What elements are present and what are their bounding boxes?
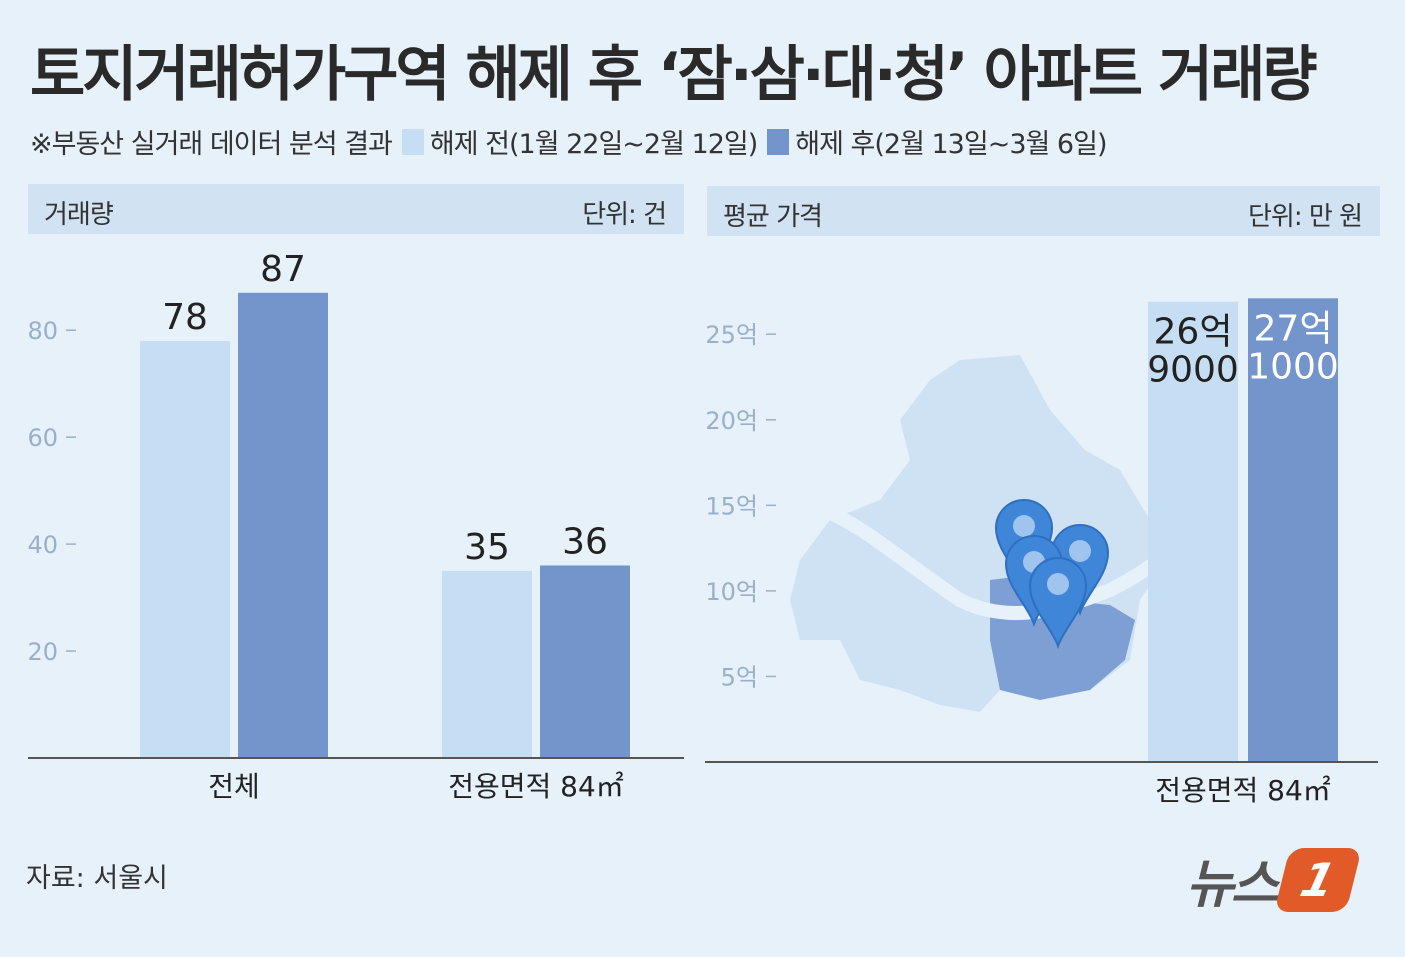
- logo-badge-text: 1: [1294, 852, 1341, 907]
- data-note: ※부동산 실거래 데이터 분석 결과: [30, 129, 393, 160]
- category-label: 전용면적 84㎡: [1155, 774, 1331, 807]
- page-title: 토지거래허가구역 해제 후 ‘잠·삼·대·청’ 아파트 거래량: [30, 40, 1318, 110]
- legend-before-label: 해제 전(1월 22일~2월 12일): [429, 129, 758, 160]
- logo-text: 뉴스: [1186, 855, 1279, 915]
- y-tick-label: 60: [27, 424, 58, 452]
- subtitle-legend: ※부동산 실거래 데이터 분석 결과 해제 전(1월 22일~2월 12일) 해…: [30, 122, 1107, 161]
- bar-before: [442, 570, 532, 758]
- news1-logo: 뉴스 1: [1186, 842, 1362, 917]
- left-panel-unit: 단위: 건: [582, 200, 667, 230]
- location-pin-hole: [1047, 573, 1069, 595]
- logo-badge: 1: [1273, 847, 1362, 912]
- legend-before: 해제 전(1월 22일~2월 12일): [401, 122, 758, 161]
- y-tick-label: 15억: [705, 492, 758, 520]
- y-tick-label: 80: [27, 317, 58, 345]
- map-river: [793, 493, 1177, 621]
- y-tick-label: 20: [27, 638, 58, 666]
- left-panel-title: 거래량: [44, 200, 114, 230]
- legend-before-swatch: [401, 128, 424, 155]
- bar-before: [140, 340, 230, 758]
- y-tick-label: 25억: [705, 321, 758, 349]
- bar-before: [1148, 301, 1238, 762]
- data-label: 78: [162, 297, 208, 338]
- data-label: 1000: [1247, 346, 1339, 387]
- data-label: 87: [260, 249, 306, 290]
- data-label: 27억: [1254, 308, 1333, 349]
- y-tick-label: 40: [27, 531, 58, 559]
- bar-after: [540, 565, 630, 758]
- bar-after: [238, 292, 328, 758]
- source-note: 자료: 서울시: [26, 863, 168, 894]
- y-tick-label: 5억: [721, 663, 758, 691]
- right-panel-title: 평균 가격: [723, 202, 823, 232]
- data-label: 9000: [1147, 350, 1239, 391]
- legend-after-label: 해제 후(2월 13일~3월 6일): [795, 129, 1107, 160]
- legend-after: 해제 후(2월 13일~3월 6일): [767, 122, 1107, 161]
- y-tick-label: 20억: [705, 407, 758, 435]
- category-label: 전체: [208, 770, 260, 803]
- location-pin-hole: [1069, 540, 1091, 562]
- location-pin-hole: [1013, 515, 1035, 537]
- right-panel-unit: 단위: 만 원: [1248, 202, 1363, 232]
- seoul-map-icon: [790, 355, 1177, 712]
- legend-after-swatch: [767, 128, 790, 155]
- left-panel-header: 거래량 단위: 건: [28, 184, 684, 234]
- right-panel-header: 평균 가격 단위: 만 원: [707, 186, 1380, 236]
- y-tick-label: 10억: [705, 578, 758, 606]
- data-label: 35: [464, 527, 510, 568]
- data-label: 26억: [1154, 312, 1233, 353]
- location-pin-icon: [1028, 557, 1088, 650]
- category-label: 전용면적 84㎡: [448, 770, 624, 803]
- data-label: 36: [562, 521, 608, 562]
- bar-after: [1248, 298, 1338, 762]
